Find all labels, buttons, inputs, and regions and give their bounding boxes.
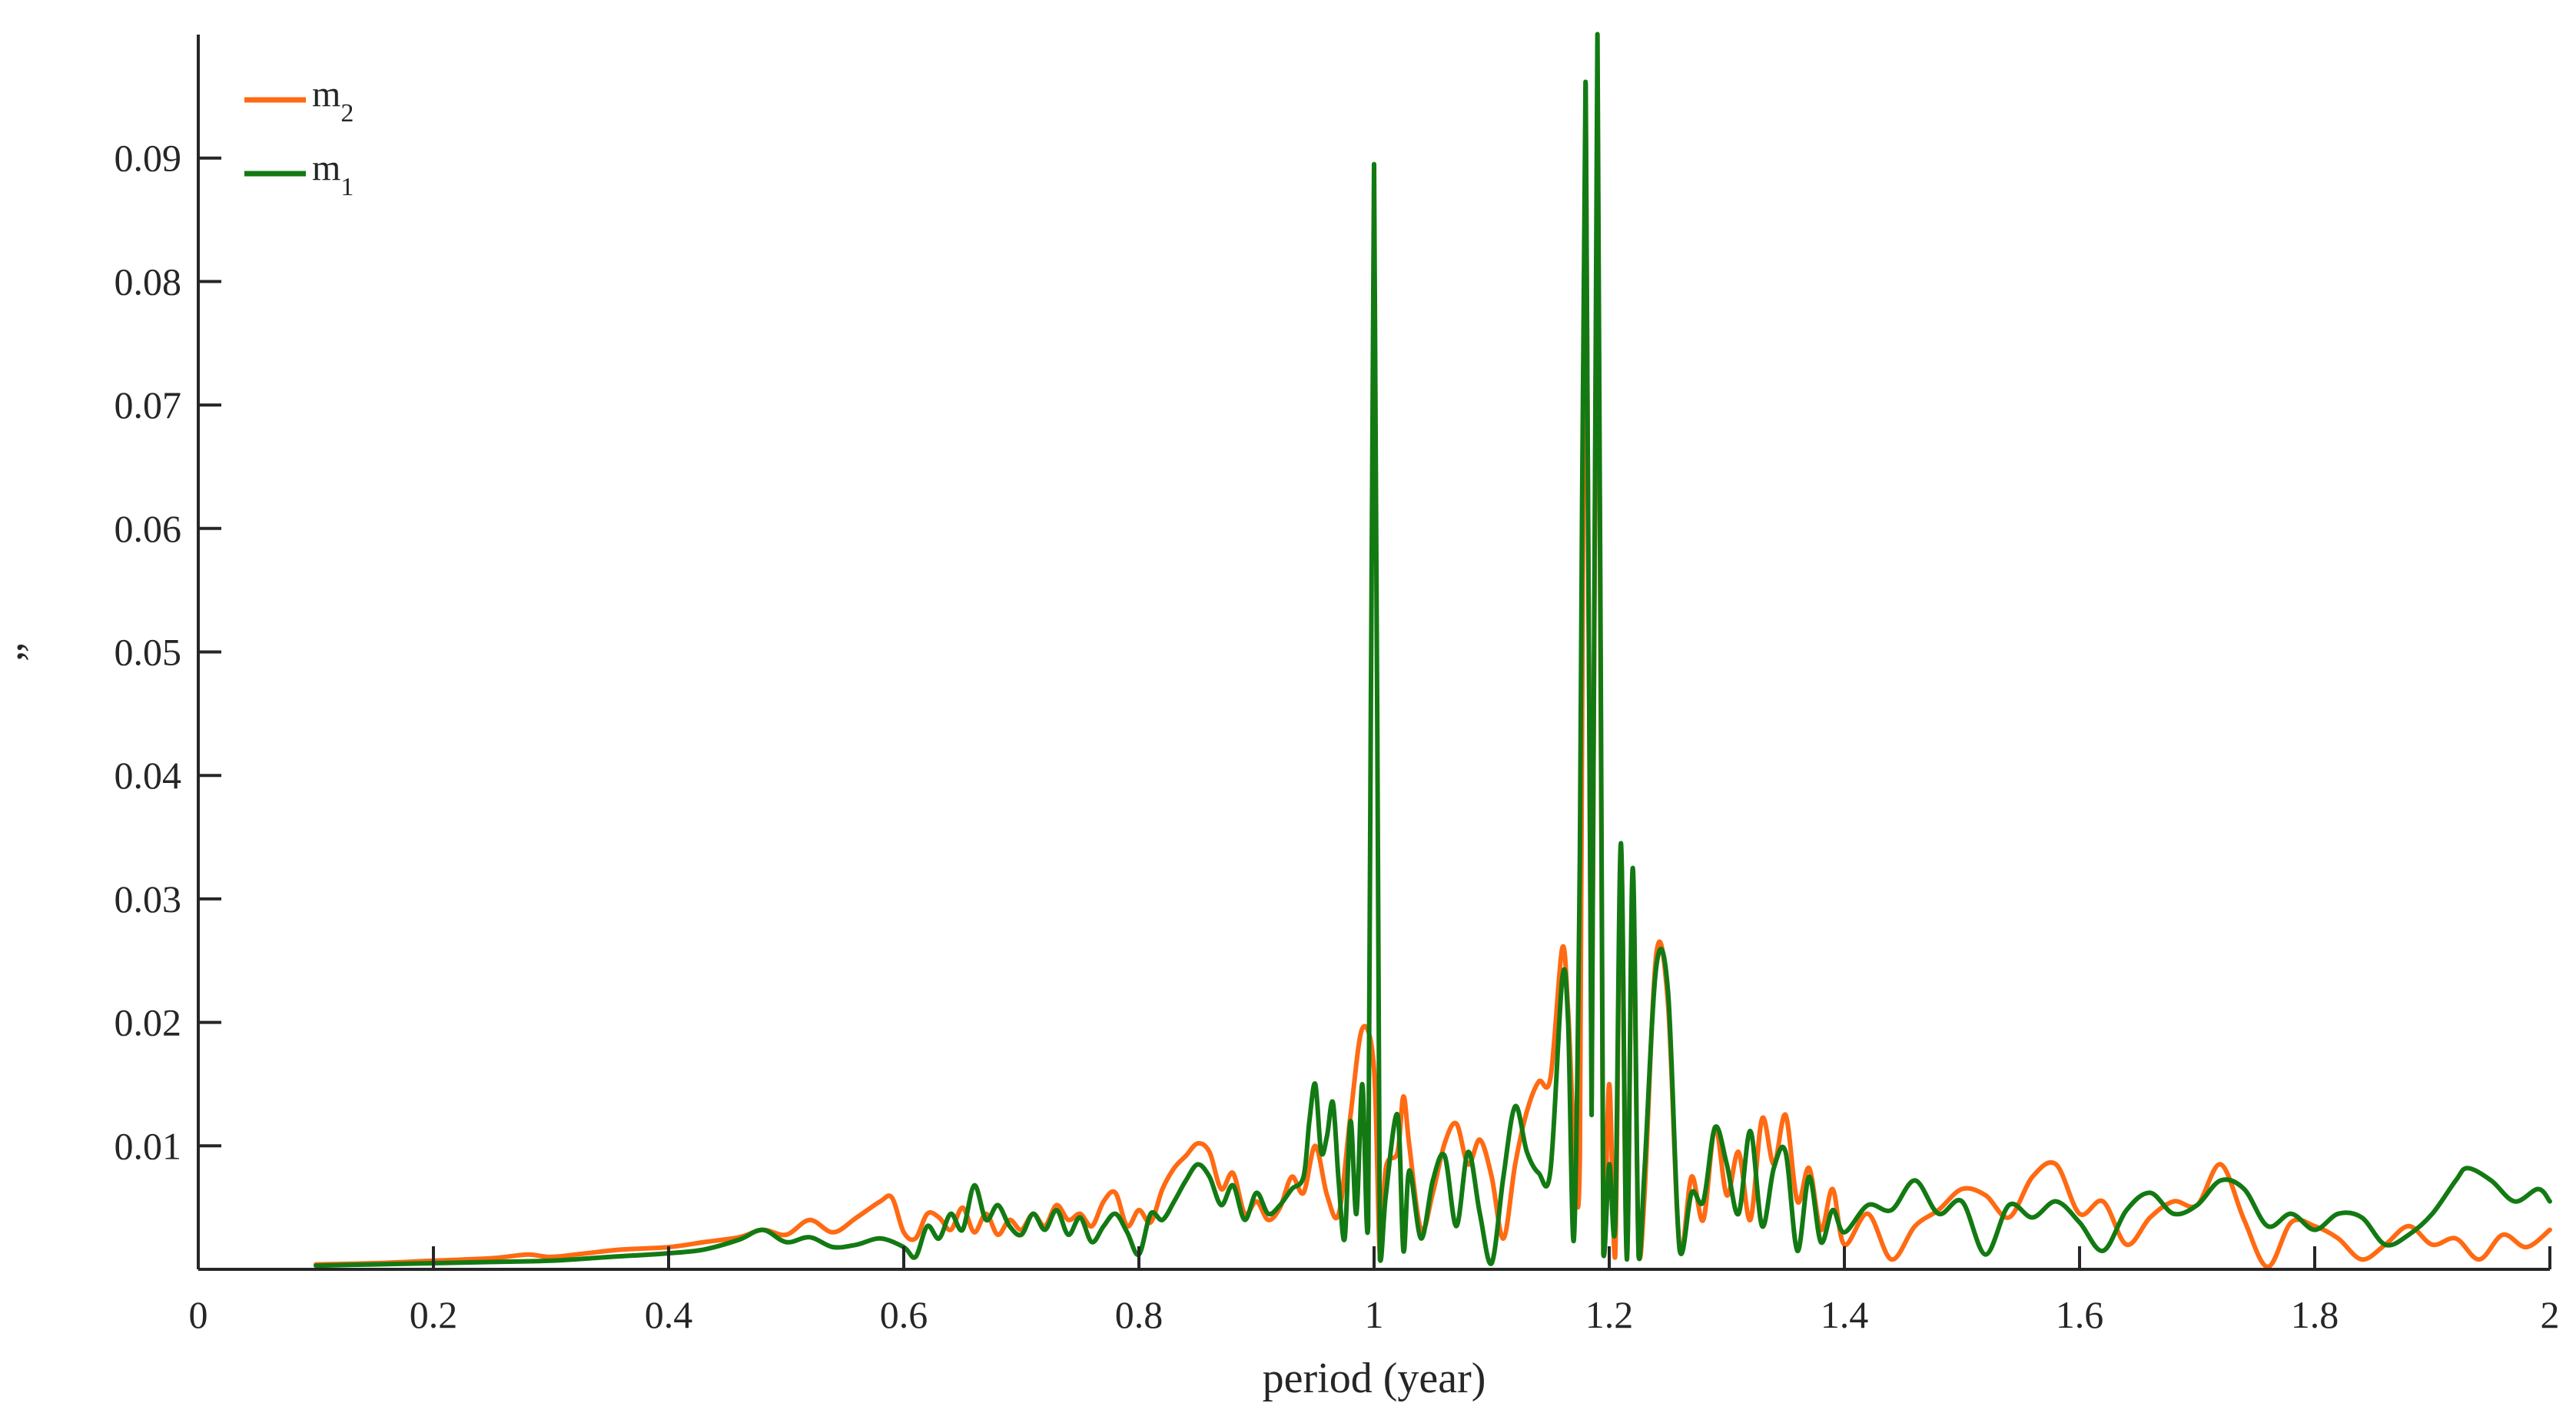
x-tick-label: 1.4: [1821, 1293, 1869, 1336]
x-tick-label: 0.2: [410, 1293, 458, 1336]
y-axis-title: ”: [8, 642, 56, 662]
y-tick-label: 0.06: [115, 507, 182, 550]
y-tick-label: 0.08: [115, 260, 182, 303]
x-tick-label: 1.2: [1585, 1293, 1634, 1336]
x-tick-label: 0.6: [880, 1293, 928, 1336]
x-tick-label: 1.8: [2291, 1293, 2339, 1336]
x-tick-label: 0.8: [1115, 1293, 1164, 1336]
x-axis-title: period (year): [1263, 1355, 1486, 1402]
series-layer: [314, 32, 2552, 1269]
x-tick-label: 0.4: [645, 1293, 693, 1336]
y-tick-label: 0.09: [115, 137, 182, 180]
y-tick-label: 0.01: [115, 1124, 182, 1167]
y-tick-label: 0.05: [115, 631, 182, 674]
series-line-m1: [314, 32, 2552, 1269]
x-axis-ticks: 0 0.2 0.4 0.6 0.8 1 1.2 1.4 1.6 1.8 2: [189, 1246, 2560, 1336]
x-tick-label: 1.6: [2056, 1293, 2104, 1336]
y-tick-label: 0.04: [115, 754, 182, 797]
y-tick-label: 0.07: [115, 383, 182, 426]
y-axis-ticks: 0.01 0.02 0.03 0.04 0.05 0.06 0.07 0.08 0.09: [115, 137, 221, 1167]
y-tick-label: 0.02: [115, 1001, 182, 1044]
legend-label: m2: [312, 74, 354, 128]
x-tick-label: 0: [189, 1293, 208, 1336]
x-tick-label: 2: [2541, 1293, 2560, 1336]
y-tick-label: 0.03: [115, 877, 182, 920]
series-line-m2: [314, 88, 2552, 1269]
legend-label: m1: [312, 148, 354, 201]
x-tick-label: 1: [1365, 1293, 1384, 1336]
